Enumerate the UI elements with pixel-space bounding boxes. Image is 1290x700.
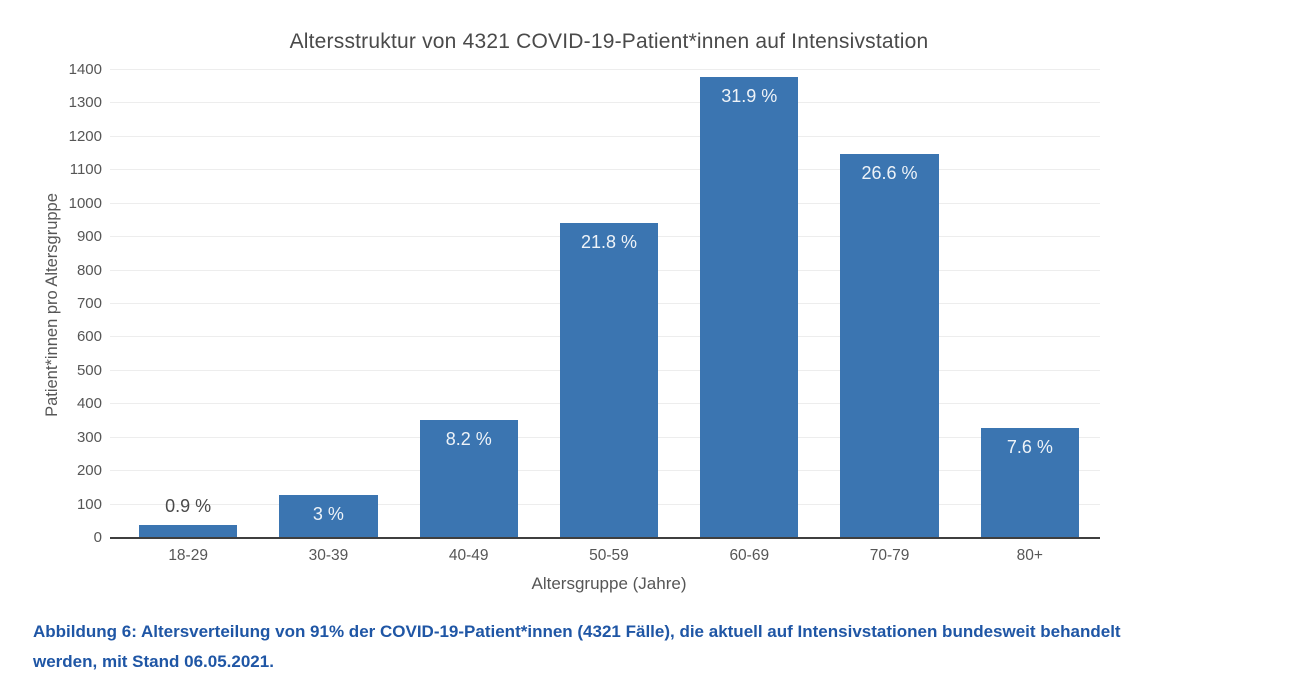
gridline — [110, 169, 1100, 171]
bar-value-label: 26.6 % — [861, 162, 918, 183]
x-tick-label: 70-79 — [869, 547, 910, 564]
bar-value-label: 8.2 % — [445, 428, 492, 449]
bar — [139, 524, 238, 538]
y-tick-label: 700 — [76, 295, 102, 312]
bar-slot: 7.6 % 80+ — [960, 70, 1100, 564]
bar-slot: 3 % 30-39 — [258, 70, 398, 564]
bar: 21.8 % — [559, 223, 659, 538]
bar-value-label: 31.9 % — [721, 86, 778, 107]
bar-value-label: 0.9 % — [165, 495, 212, 516]
bar-slot: 0.9 % 18-29 — [118, 70, 258, 564]
y-tick-label: 500 — [76, 361, 102, 379]
bars-container: 0.9 % 18-29 3 % 30-39 8.2 % 40-49 21.8 % 50-59 3… — [118, 70, 1100, 564]
x-tick-label: 40-49 — [448, 547, 489, 564]
figure-caption: Abbildung 6: Altersverteilung von 91% de… — [33, 617, 1283, 677]
gridline — [110, 202, 1100, 204]
y-tick-label: 1200 — [68, 127, 102, 145]
bar-value-label: 3 % — [312, 503, 344, 524]
y-tick-label: 600 — [76, 328, 102, 346]
bar: 7.6 % — [980, 428, 1079, 538]
gridline — [110, 102, 1100, 104]
bar-slot: 21.8 % 50-59 — [539, 70, 679, 564]
bar: 3 % — [279, 494, 378, 538]
x-tick-label: 18-29 — [168, 547, 208, 564]
chart-title: Altersstruktur von 4321 COVID-19-Patient… — [289, 30, 929, 53]
y-tick-label: 300 — [76, 428, 102, 446]
x-tick-label: 30-39 — [308, 547, 349, 564]
y-tick-label: 400 — [76, 395, 102, 413]
figure-caption-line-2: werden, mit Stand 06.05.2021. — [33, 652, 274, 671]
bar-slot: 8.2 % 40-49 — [399, 70, 539, 564]
figure-caption-line-1: Abbildung 6: Altersverteilung von 91% de… — [33, 622, 1121, 641]
x-tick-label: 60-69 — [729, 547, 770, 564]
bar: 8.2 % — [419, 419, 518, 538]
plot-area: 0 100 200 300 400 500 600 700 800 900 1000 1100 1200… — [69, 61, 1100, 564]
y-tick-label: 100 — [76, 495, 102, 513]
gridline — [110, 69, 1100, 70]
x-axis-title: Altersgruppe (Jahre) — [531, 574, 687, 593]
y-tick-label: 800 — [76, 261, 102, 279]
y-tick-label: 0 — [93, 529, 102, 546]
bar-value-label: 21.8 % — [580, 232, 637, 253]
x-axis-line — [110, 537, 1100, 539]
x-tick-label: 80+ — [1016, 547, 1043, 564]
y-tick-label: 1300 — [68, 94, 102, 112]
bar-value-label: 7.6 % — [1006, 437, 1053, 458]
y-tick-label: 1000 — [68, 194, 102, 212]
bar: 31.9 % — [700, 77, 799, 538]
bar: 26.6 % — [840, 153, 939, 538]
y-tick-label: 900 — [76, 228, 102, 246]
y-tick-label: 1400 — [68, 61, 102, 78]
x-tick-label: 50-59 — [589, 547, 629, 564]
bar-slot: 26.6 % 70-79 — [819, 70, 959, 564]
y-tick-label: 200 — [76, 462, 102, 480]
bar-slot: 31.9 % 60-69 — [679, 70, 819, 564]
y-tick-label: 1100 — [69, 161, 102, 179]
gridline — [110, 135, 1100, 137]
